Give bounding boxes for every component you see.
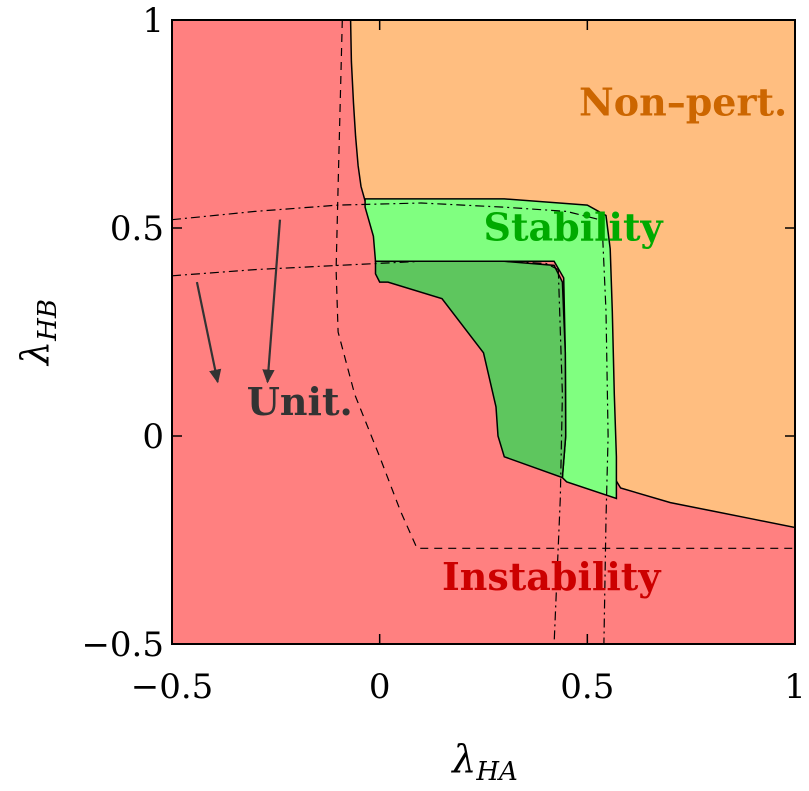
- instability-label: Instability: [442, 554, 661, 599]
- unitarity-label: Unit.: [247, 379, 353, 424]
- x-tick-label-0: −0.5: [131, 667, 214, 707]
- unitarity-arrow-1: [195, 281, 222, 384]
- x-tick-label-3: 1: [784, 667, 806, 707]
- stability-label: Stability: [484, 204, 664, 249]
- dashdot-upper-line: [172, 202, 600, 221]
- y-axis-label: λHB: [13, 299, 63, 367]
- y-tick-label-1: 0: [142, 417, 164, 457]
- region-layer: [349, 20, 795, 529]
- y-axis-label-main: λ: [13, 341, 57, 367]
- y-tick-label-3: 1: [142, 1, 164, 41]
- x-axis-label: λHA: [450, 737, 518, 787]
- dashdot-lower-line: [172, 260, 559, 277]
- line-layer: [172, 20, 795, 644]
- x-axis-ticks: −0.5 0 0.5 1: [131, 20, 806, 707]
- x-axis-label-sub: HA: [475, 757, 517, 787]
- y-tick-label-0: −0.5: [81, 625, 164, 665]
- non-perturbative-label: Non–pert.: [579, 80, 787, 125]
- plot-frame: [171, 19, 796, 645]
- dashdot-vertical-line-1: [553, 269, 564, 644]
- y-axis-ticks: −0.5 0 0.5 1: [81, 1, 795, 665]
- x-tick-label-1: 0: [369, 667, 391, 707]
- stability-dark-region: [374, 260, 567, 479]
- dashdot-vertical-line-2: [601, 219, 609, 644]
- x-tick-label-2: 0.5: [560, 667, 614, 707]
- y-axis-label-sub: HB: [33, 299, 63, 342]
- y-tick-label-2: 0.5: [110, 209, 164, 249]
- unitarity-arrow-2: [262, 219, 282, 384]
- x-axis-label-main: λ: [450, 737, 476, 781]
